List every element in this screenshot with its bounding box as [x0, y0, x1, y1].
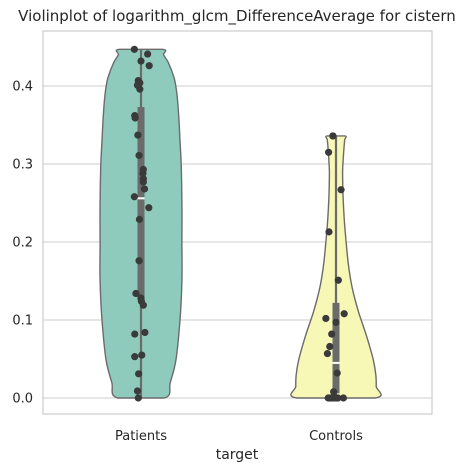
data-point	[136, 85, 144, 93]
data-point	[135, 215, 144, 223]
data-point	[145, 62, 153, 70]
data-point	[340, 310, 348, 318]
data-point	[139, 301, 147, 309]
data-point	[328, 330, 336, 338]
data-point	[332, 318, 340, 326]
data-point	[139, 178, 147, 186]
data-point	[322, 314, 330, 323]
data-point	[138, 351, 146, 359]
data-point	[334, 276, 342, 284]
data-point	[337, 186, 345, 194]
x-tick-labels: Patients Controls	[115, 429, 363, 444]
data-point	[131, 353, 139, 361]
y-tick-label: 0.4	[12, 80, 33, 95]
data-point	[325, 228, 333, 236]
data-point	[145, 204, 153, 212]
x-tick-label: Patients	[115, 429, 167, 444]
data-point	[339, 394, 348, 402]
iqr-box-patients	[137, 107, 145, 301]
data-point	[141, 328, 149, 337]
data-point	[137, 57, 145, 65]
data-point	[326, 342, 334, 351]
data-point	[132, 289, 140, 298]
data-point	[130, 45, 138, 53]
data-point	[144, 50, 152, 58]
strip-points	[130, 45, 348, 402]
data-point	[134, 394, 142, 402]
data-point	[130, 193, 138, 201]
data-point	[139, 169, 147, 177]
data-point	[324, 148, 333, 156]
data-point	[323, 349, 332, 358]
y-tick-label: 0.3	[12, 158, 33, 173]
y-tick-label: 0.0	[12, 392, 33, 407]
data-point	[333, 369, 341, 377]
y-tick-label: 0.2	[12, 236, 33, 251]
y-tick-label: 0.1	[12, 314, 33, 329]
x-tick-label: Controls	[309, 429, 363, 444]
data-point	[131, 114, 139, 122]
plot-frame	[42, 30, 433, 415]
data-point	[334, 394, 342, 402]
y-tick-labels: 0.0 0.1 0.2 0.3 0.4	[12, 80, 33, 407]
data-point	[131, 330, 139, 338]
data-point	[135, 370, 143, 378]
data-point	[330, 388, 338, 396]
data-point	[134, 131, 142, 139]
inner-boxes	[137, 49, 340, 398]
data-point	[329, 132, 337, 140]
data-point	[135, 257, 143, 265]
data-point	[140, 185, 149, 193]
iqr-box-controls	[332, 302, 340, 394]
x-axis-label: target	[216, 447, 259, 463]
data-point	[133, 387, 142, 395]
chart-title: Violinplot of logarithm_glcm_DifferenceA…	[18, 7, 456, 26]
data-point	[135, 151, 143, 160]
